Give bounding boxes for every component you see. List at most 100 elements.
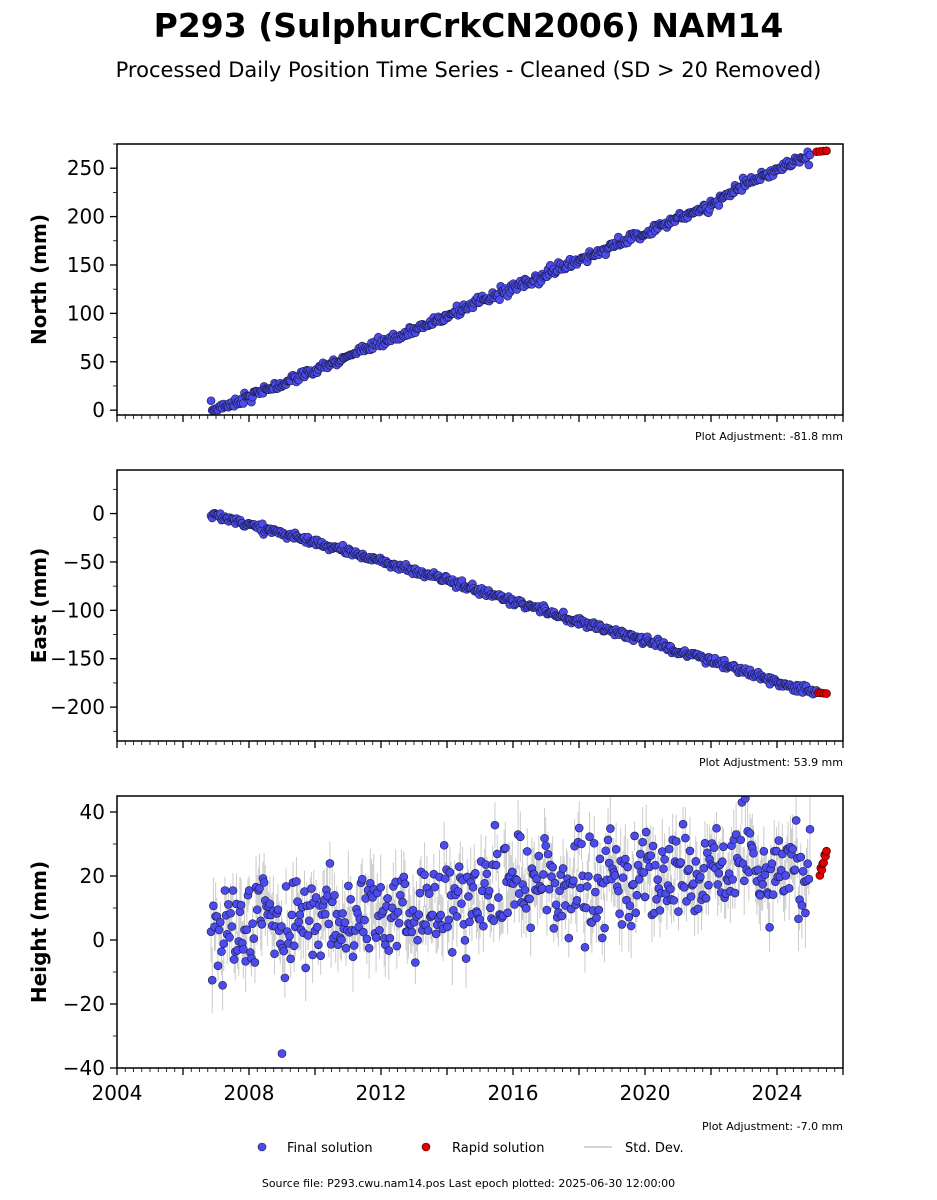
final-point	[215, 917, 225, 927]
final-point	[615, 909, 624, 919]
final-point	[630, 831, 639, 841]
final-point	[600, 923, 609, 933]
final-point	[572, 896, 582, 905]
plot-adjustment-note: Plot Adjustment: -81.8 mm	[695, 430, 843, 443]
final-point	[384, 946, 394, 955]
final-point	[255, 883, 264, 893]
final-point	[257, 920, 267, 929]
x-tick-label: 2012	[356, 1081, 407, 1105]
x-tick-label: 2004	[92, 1081, 143, 1105]
final-point	[285, 931, 294, 941]
final-point	[479, 921, 488, 931]
final-point	[699, 863, 709, 873]
final-point	[218, 981, 227, 990]
final-point	[431, 929, 441, 939]
final-point	[303, 931, 313, 940]
final-point	[636, 849, 645, 859]
y-axis-label: North (mm)	[27, 214, 51, 345]
final-point	[236, 900, 246, 910]
final-point	[413, 935, 422, 945]
final-point	[206, 396, 216, 406]
final-point	[252, 905, 262, 915]
final-point	[227, 922, 237, 931]
final-point	[525, 894, 534, 904]
final-point	[441, 874, 450, 883]
final-point	[569, 876, 578, 885]
final-point	[280, 973, 290, 983]
y-tick-label: 40	[80, 800, 105, 824]
final-point	[491, 860, 501, 870]
y-tick-label: −20	[63, 992, 105, 1016]
final-point	[486, 903, 495, 913]
final-point	[400, 879, 410, 889]
y-tick-label: −40	[63, 1056, 105, 1080]
y-tick-label: −150	[50, 647, 105, 671]
final-point	[217, 947, 226, 956]
final-point	[371, 933, 381, 942]
final-point	[503, 908, 512, 918]
final-point	[543, 849, 553, 859]
final-point	[430, 882, 440, 892]
x-tick-label: 2020	[620, 1081, 671, 1105]
final-point	[641, 827, 651, 837]
final-point	[781, 871, 791, 880]
final-point	[767, 859, 777, 868]
plot-frame	[116, 469, 844, 742]
final-point	[592, 913, 601, 923]
final-point	[758, 880, 767, 889]
x-tick-label: 2016	[488, 1081, 539, 1105]
final-point	[307, 884, 316, 893]
final-point	[346, 895, 355, 904]
final-point	[736, 835, 746, 845]
final-point	[655, 906, 665, 915]
figure-subtitle: Processed Daily Position Time Series - C…	[115, 58, 822, 82]
final-point	[364, 943, 374, 953]
final-point	[340, 918, 350, 927]
final-point	[289, 941, 299, 951]
final-point	[248, 919, 257, 928]
y-tick-label: 50	[80, 350, 105, 374]
x-axis	[116, 415, 844, 422]
final-point	[582, 882, 592, 891]
final-point	[659, 864, 668, 874]
final-point	[411, 958, 420, 967]
final-point	[745, 829, 755, 838]
final-point	[465, 917, 474, 927]
final-point	[424, 889, 434, 899]
final-point	[676, 858, 686, 867]
panel-east: 0 −50 −100 −150 −200 East (mm) Plot Adjustment…	[27, 469, 844, 769]
final-point	[341, 943, 351, 953]
final-point	[646, 851, 656, 860]
final-point	[359, 927, 368, 937]
final-point	[611, 844, 621, 854]
final-point	[790, 865, 800, 875]
final-point	[501, 843, 510, 853]
final-point	[564, 933, 574, 943]
final-point	[626, 921, 636, 931]
final-point	[701, 893, 711, 903]
y-tick-label: 250	[67, 156, 105, 180]
final-point	[591, 887, 600, 897]
final-point	[376, 883, 385, 892]
final-point	[209, 901, 218, 911]
final-point	[393, 907, 403, 917]
final-point	[595, 854, 605, 864]
final-point	[709, 843, 719, 852]
final-point	[398, 897, 407, 907]
final-point	[696, 872, 705, 882]
final-point	[468, 882, 478, 892]
final-point	[512, 875, 522, 885]
final-point	[362, 934, 372, 944]
y-axis: 0 −50 −100 −150 −200	[50, 488, 117, 732]
final-point	[666, 884, 675, 894]
final-point	[759, 846, 769, 856]
final-point	[357, 874, 367, 884]
source-file-note: Source file: P293.cwu.nam14.pos Last epo…	[261, 1177, 676, 1190]
final-point	[436, 910, 446, 920]
y-tick-label: 200	[67, 205, 105, 229]
final-point	[471, 868, 480, 878]
final-point	[314, 940, 323, 950]
final-point	[281, 882, 291, 891]
final-point	[407, 927, 417, 937]
